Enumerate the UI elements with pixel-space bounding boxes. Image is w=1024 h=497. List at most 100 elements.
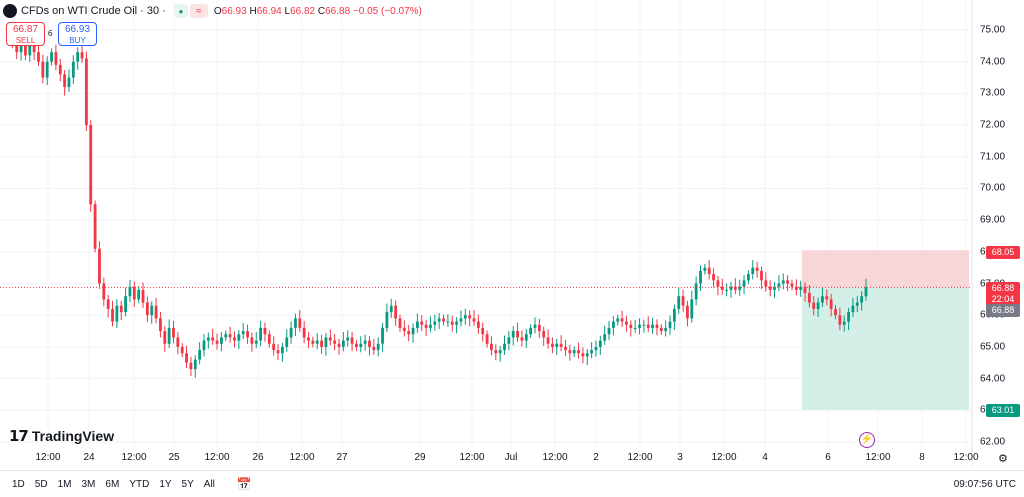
range-5d-button[interactable]: 5D	[34, 478, 48, 490]
stop-loss-tag[interactable]: 63.01	[986, 404, 1020, 417]
candle	[185, 345, 188, 369]
candle-body	[712, 274, 715, 281]
candle	[829, 293, 833, 317]
candle-body	[368, 340, 371, 347]
candle-body	[559, 343, 563, 347]
buy-button[interactable]: 66.93 BUY	[58, 22, 97, 46]
candle-body	[411, 327, 415, 335]
symbol-title[interactable]: CFDs on WTI Crude Oil · 30 ·	[21, 5, 166, 17]
candle	[220, 332, 223, 352]
candle	[694, 276, 698, 306]
price-scale[interactable]: 75.0074.0073.0072.0071.0070.0069.0068.00…	[972, 0, 1024, 466]
candle	[847, 307, 850, 331]
range-1d-button[interactable]: 1D	[12, 478, 25, 490]
candle	[272, 336, 276, 356]
market-status[interactable]: ● ≈	[173, 4, 208, 18]
price-tick-label: 62.00	[980, 436, 1006, 448]
candle	[402, 320, 406, 337]
candle-body	[150, 305, 154, 316]
candle-body	[67, 77, 71, 88]
candle	[503, 335, 506, 355]
range-all-button[interactable]: All	[203, 478, 215, 490]
candle	[703, 263, 707, 275]
candle	[581, 347, 585, 364]
candle-body	[263, 327, 267, 335]
bolt-icon[interactable]: ⚡	[859, 432, 875, 448]
candle-body	[842, 321, 846, 325]
time-tick-label: 12:00	[711, 452, 737, 463]
candle-body	[703, 267, 707, 271]
candle	[50, 48, 53, 66]
candle	[651, 317, 654, 334]
utc-clock[interactable]: 09:07:56 UTC	[953, 479, 1016, 490]
candle	[642, 319, 646, 333]
calendar-icon[interactable]: 📅	[236, 477, 252, 491]
candle	[115, 299, 119, 329]
wave-icon[interactable]: ≈	[189, 4, 208, 18]
range-ytd-button[interactable]: YTD	[129, 478, 150, 490]
candlestick-chart[interactable]	[0, 0, 1024, 466]
range-1m-button[interactable]: 1M	[57, 478, 72, 490]
candle-body	[102, 283, 106, 300]
candle	[180, 343, 184, 358]
candle-body	[24, 45, 27, 56]
candle-body	[241, 331, 245, 335]
candle-body	[93, 204, 97, 249]
range-3m-button[interactable]: 3M	[81, 478, 96, 490]
candle-body	[799, 286, 803, 290]
candle-body	[180, 346, 184, 354]
stop-loss-zone	[802, 287, 969, 410]
candle-body	[603, 334, 607, 341]
candle-body	[507, 337, 511, 344]
candle-body	[237, 334, 241, 341]
candle	[672, 304, 676, 331]
candle	[472, 309, 476, 326]
candle	[551, 337, 554, 354]
price-tick-label: 65.00	[980, 341, 1006, 353]
candle-body	[481, 327, 485, 335]
candle-body	[159, 318, 162, 332]
bar-countdown: 22:04	[991, 294, 1015, 304]
candle	[546, 329, 550, 349]
candle-body	[298, 318, 302, 328]
symbol-legend: CFDs on WTI Crude Oil · 30 · ● ≈ O66.93 …	[0, 0, 422, 22]
candle-body	[768, 286, 772, 290]
range-5y-button[interactable]: 5Y	[181, 478, 194, 490]
sell-button[interactable]: 66.87 SELL	[6, 22, 45, 46]
candle-body	[812, 302, 816, 309]
candle-body	[89, 125, 93, 205]
candle-body	[803, 286, 807, 294]
candle-body	[246, 331, 249, 338]
live-dot-icon[interactable]: ●	[173, 4, 188, 18]
take-profit-tag[interactable]: 68.05	[986, 246, 1020, 259]
candle-body	[389, 305, 393, 313]
tradingview-logo[interactable]: 17 TradingView	[9, 427, 114, 445]
candle	[664, 320, 668, 337]
range-1y-button[interactable]: 1Y	[159, 478, 172, 490]
candle	[485, 330, 489, 348]
candle-body	[420, 321, 424, 325]
candle	[607, 320, 611, 341]
candle	[341, 332, 345, 352]
price-change: −0.05 (−0.07%)	[352, 5, 422, 17]
candle-body	[259, 327, 263, 341]
candle	[311, 336, 315, 348]
candle	[455, 317, 458, 334]
candle	[559, 335, 563, 352]
candle	[337, 338, 341, 355]
candle-body	[834, 308, 837, 316]
gear-icon[interactable]: ⚙	[998, 453, 1008, 465]
range-6m-button[interactable]: 6M	[105, 478, 120, 490]
candle	[259, 320, 263, 347]
candle-body	[690, 299, 694, 319]
candle-body	[324, 337, 328, 347]
position-zones	[802, 250, 969, 410]
take-profit-zone	[802, 250, 969, 288]
candle-body	[620, 318, 624, 322]
candle	[794, 279, 798, 296]
candle-body	[855, 302, 859, 306]
candle	[37, 43, 40, 67]
candle	[490, 336, 493, 356]
candle-body	[642, 324, 646, 326]
time-axis[interactable]: 12:00 24 12:00 25 12:00 26 12:00 27 29 12:00 Jul 12…	[0, 452, 978, 466]
